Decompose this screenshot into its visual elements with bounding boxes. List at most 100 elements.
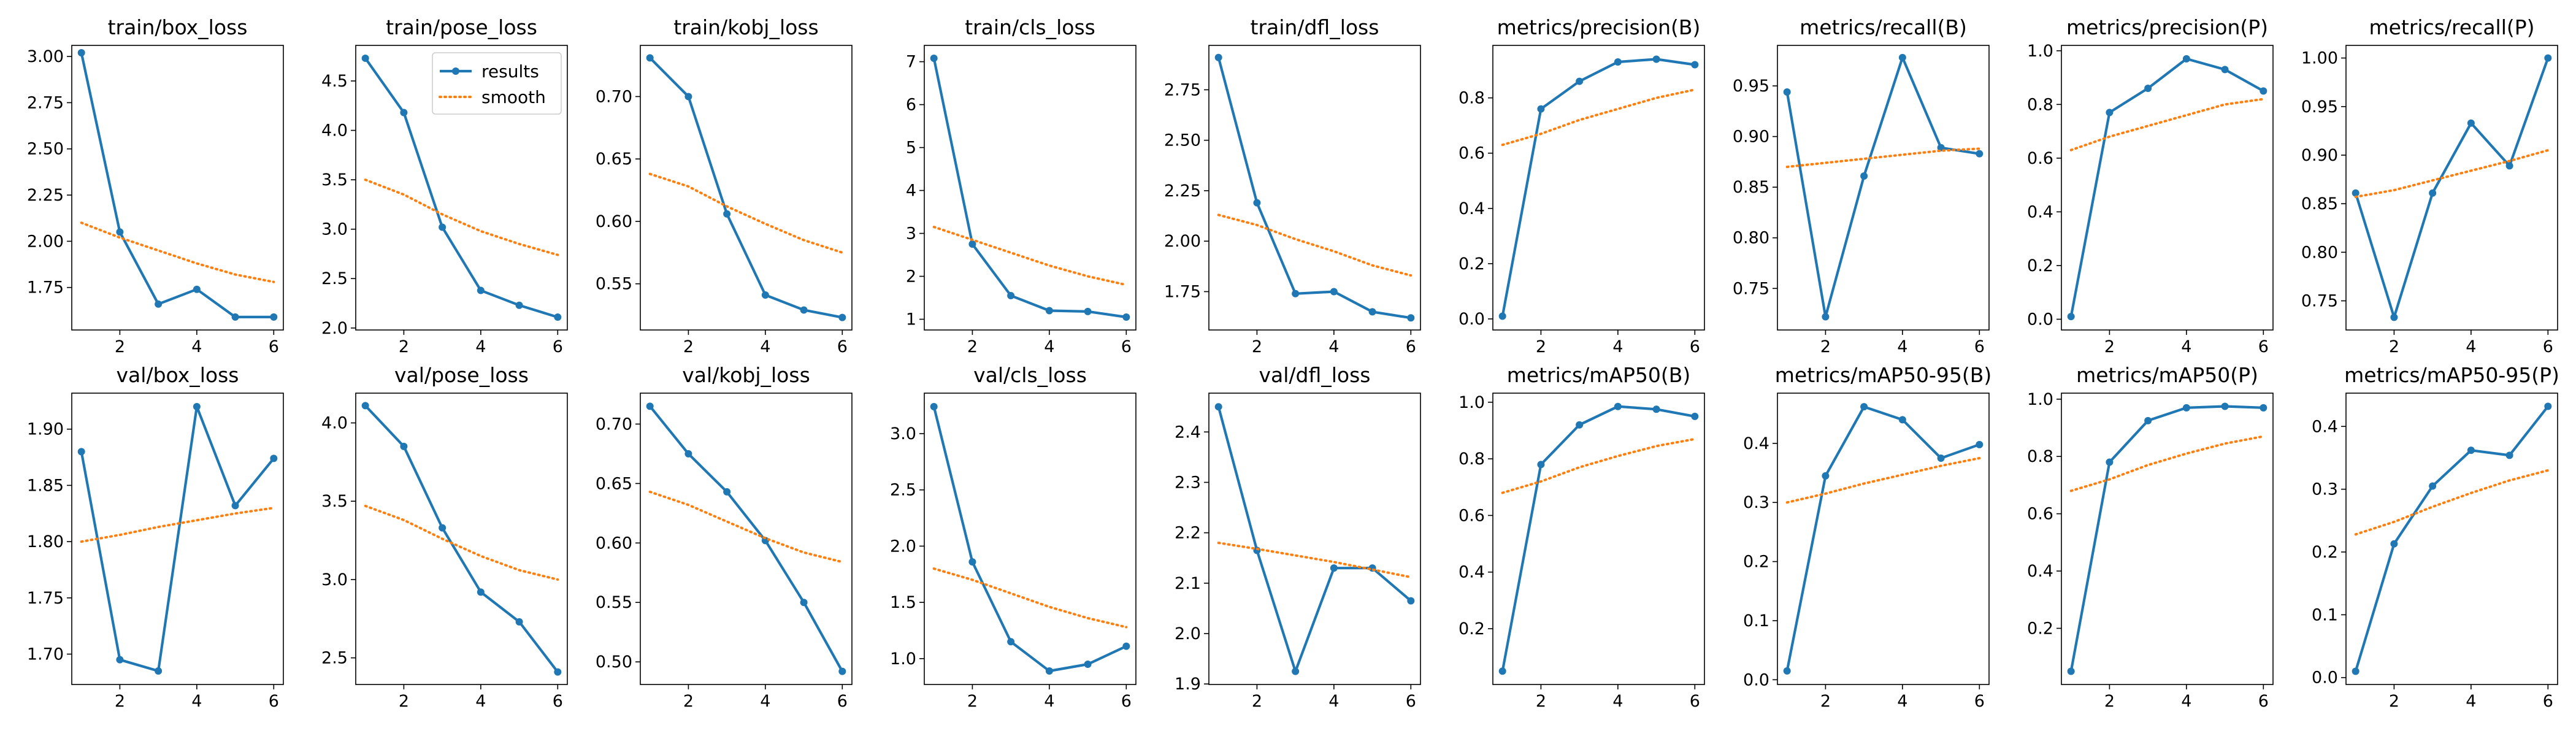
y-tick-label: 1.0 xyxy=(2027,390,2053,409)
axes-frame xyxy=(1777,393,1990,685)
results-point xyxy=(515,301,523,309)
y-tick-label: 0.6 xyxy=(2027,505,2053,524)
subplot-title: val/dfl_loss xyxy=(1259,363,1370,387)
x-tick-label: 2 xyxy=(967,337,978,356)
y-tick-label: 0.65 xyxy=(596,150,632,169)
y-tick-label: 1.0 xyxy=(2027,42,2053,61)
results-point xyxy=(1253,199,1261,207)
results-point xyxy=(2505,162,2513,170)
results-point xyxy=(2429,482,2437,490)
y-tick-label: 0.1 xyxy=(2312,605,2338,624)
results-point xyxy=(2144,416,2152,424)
y-tick-label: 0.85 xyxy=(2301,194,2338,213)
subplot: metrics/mAP50(P) 2 4 6 0.2 0.4 0.6 0.8 1.0 xyxy=(2027,363,2274,711)
results-point xyxy=(1822,313,1830,321)
results-point xyxy=(2221,402,2229,410)
axes-frame xyxy=(1208,45,1421,331)
results-point xyxy=(1652,405,1660,413)
legend-smooth-label: smooth xyxy=(481,87,546,107)
results-point xyxy=(2544,402,2552,410)
results-point xyxy=(2544,54,2552,62)
y-tick-label: 1.9 xyxy=(1175,675,1201,694)
y-tick-label: 2.25 xyxy=(27,186,64,205)
y-tick-label: 0.75 xyxy=(2301,291,2338,310)
smooth-line xyxy=(1501,88,1696,147)
y-tick-label: 3.0 xyxy=(321,570,348,589)
y-tick-label: 0.50 xyxy=(596,653,632,672)
y-tick-label: 2.5 xyxy=(321,269,348,288)
subplot: metrics/mAP50-95(B) 2 4 6 0.0 0.1 0.2 0.3 0.4 xyxy=(1743,363,1991,711)
x-tick-label: 6 xyxy=(1121,692,1132,711)
axes-frame xyxy=(2061,45,2274,331)
results-point xyxy=(1045,307,1053,315)
x-tick-label: 4 xyxy=(1044,337,1054,356)
legend-results-label: results xyxy=(481,61,539,82)
results-point xyxy=(2260,87,2267,95)
smooth-line xyxy=(364,178,559,256)
results-point xyxy=(231,502,239,510)
subplot: metrics/recall(P) 2 4 6 0.75 0.80 0.85 0.90 0.95… xyxy=(2301,15,2558,356)
results-line xyxy=(1217,57,1411,320)
y-tick-label: 0.2 xyxy=(1743,553,1769,572)
y-tick-label: 0.95 xyxy=(2301,98,2338,117)
results-point xyxy=(2067,667,2075,675)
smooth-line xyxy=(1217,542,1413,578)
x-tick-label: 2 xyxy=(683,692,694,711)
y-tick-label: 2.1 xyxy=(1175,574,1201,593)
y-tick-label: 0.6 xyxy=(2027,149,2053,168)
x-tick-label: 2 xyxy=(683,337,694,356)
results-point xyxy=(684,93,692,101)
x-tick-label: 6 xyxy=(1121,337,1132,356)
results-point xyxy=(838,667,846,675)
x-tick-label: 6 xyxy=(553,692,563,711)
results-point xyxy=(1898,53,1906,61)
subplot-title: train/cls_loss xyxy=(965,15,1095,39)
smooth-line xyxy=(2069,435,2265,493)
results-point xyxy=(646,402,654,410)
subplot-title: metrics/precision(P) xyxy=(2066,15,2268,39)
results-line xyxy=(80,52,274,319)
axes-frame xyxy=(2345,393,2558,685)
y-tick-label: 0.70 xyxy=(596,87,632,106)
y-tick-label: 1.90 xyxy=(27,420,64,439)
axes-frame xyxy=(2345,45,2558,331)
legend-results-marker xyxy=(452,67,459,75)
x-tick-label: 6 xyxy=(837,337,848,356)
results-point xyxy=(1783,667,1791,675)
results-point xyxy=(270,454,278,462)
results-point xyxy=(116,656,124,664)
results-line xyxy=(1785,56,1980,318)
axes-frame xyxy=(355,45,568,331)
results-point xyxy=(439,524,447,532)
results-point xyxy=(1407,597,1415,605)
y-tick-label: 2.00 xyxy=(1164,232,1201,251)
y-tick-label: 2.25 xyxy=(1164,182,1201,201)
subplot: metrics/precision(B) 2 4 6 0.0 0.2 0.4 0.6 0.8 xyxy=(1459,15,1705,356)
smooth-line xyxy=(1785,457,1981,504)
subplot-title: metrics/mAP50(P) xyxy=(2076,363,2258,387)
results-point xyxy=(361,402,369,410)
y-tick-label: 1.85 xyxy=(27,476,64,495)
y-tick-label: 2.0 xyxy=(1175,624,1201,643)
results-point xyxy=(1007,638,1015,646)
y-tick-label: 0.90 xyxy=(2301,146,2338,165)
subplot-title: metrics/mAP50-95(B) xyxy=(1775,363,1991,387)
y-tick-label: 0.0 xyxy=(2312,669,2338,688)
x-tick-label: 2 xyxy=(2104,692,2115,711)
y-tick-label: 0.8 xyxy=(2027,447,2053,466)
y-tick-label: 4.0 xyxy=(321,414,348,433)
results-point xyxy=(439,223,447,231)
y-tick-label: 0.6 xyxy=(1459,506,1485,525)
x-tick-label: 2 xyxy=(1252,692,1262,711)
results-point xyxy=(515,618,523,626)
results-line xyxy=(2069,57,2264,317)
subplot: val/pose_loss 2 4 6 2.5 3.0 3.5 4.0 xyxy=(321,363,568,711)
results-point xyxy=(1330,564,1338,572)
y-tick-label: 2.2 xyxy=(1175,524,1201,543)
axes-frame xyxy=(1777,45,1990,331)
y-tick-label: 0.2 xyxy=(2027,256,2053,275)
axes-frame xyxy=(924,45,1137,331)
results-line xyxy=(2354,405,2549,672)
y-tick-label: 0.55 xyxy=(596,275,632,294)
